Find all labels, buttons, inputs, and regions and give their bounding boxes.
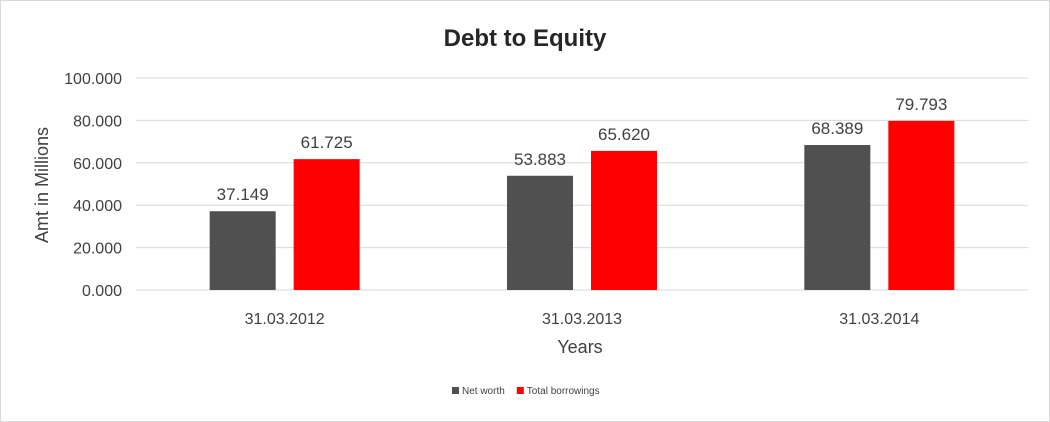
y-tick-label: 0.000: [82, 283, 122, 300]
data-labels: 37.149 61.725 53.883 65.620 68.389 79.793: [217, 95, 948, 204]
legend: Net worth Total borrowings: [452, 386, 600, 397]
bar-total-borrowings: [293, 159, 360, 290]
legend-swatch: [452, 387, 459, 394]
bar-net-worth: [804, 145, 871, 290]
data-label: 61.725: [301, 133, 353, 152]
x-axis-title: Years: [557, 337, 602, 357]
x-axis-categories: 31.03.2012 31.03.2013 31.03.2014: [245, 311, 920, 328]
data-label: 53.883: [514, 150, 566, 169]
legend-label: Total borrowings: [527, 386, 600, 397]
data-label: 65.620: [598, 125, 650, 144]
bars: [209, 120, 955, 290]
y-tick-label: 100.000: [64, 71, 122, 88]
bar-total-borrowings: [591, 150, 657, 290]
legend-label: Net worth: [462, 386, 505, 397]
data-label: 68.389: [811, 119, 863, 138]
y-axis-ticks: 0.000 20.000 40.000 60.000 80.000 100.000: [64, 71, 122, 300]
bar-net-worth: [507, 175, 573, 290]
x-category-label: 31.03.2012: [245, 311, 325, 328]
y-tick-label: 80.000: [73, 113, 122, 130]
legend-swatch: [516, 387, 524, 394]
data-label: 79.793: [895, 95, 947, 114]
x-category-label: 31.03.2014: [839, 311, 919, 328]
data-label: 37.149: [217, 185, 269, 204]
x-category-label: 31.03.2013: [542, 311, 622, 328]
y-tick-label: 40.000: [73, 198, 122, 215]
chart-title: Debt to Equity: [444, 25, 607, 52]
bar-total-borrowings: [888, 120, 955, 290]
bar-net-worth: [209, 211, 276, 290]
y-axis-title: Amt in Millions: [32, 127, 52, 243]
gridlines: [136, 77, 1028, 291]
y-tick-label: 60.000: [73, 156, 122, 173]
y-tick-label: 20.000: [73, 241, 122, 258]
